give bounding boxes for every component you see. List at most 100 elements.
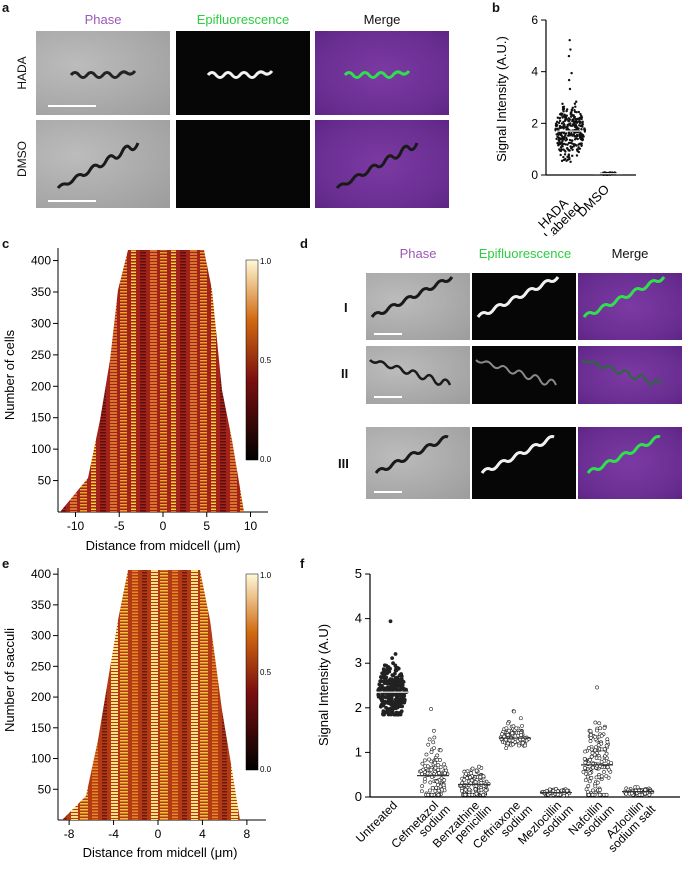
row-label-ii: II bbox=[341, 366, 349, 381]
data-point bbox=[568, 38, 571, 42]
x-tick-label: 4 bbox=[199, 827, 206, 841]
data-point bbox=[585, 774, 590, 779]
header-epi-a: Epifluorescence bbox=[196, 12, 290, 27]
data-point bbox=[523, 743, 528, 748]
data-point bbox=[577, 146, 580, 149]
scale-bar bbox=[374, 491, 402, 493]
data-point bbox=[392, 712, 396, 717]
data-point bbox=[569, 160, 572, 164]
image-i-phase bbox=[366, 273, 470, 340]
data-point bbox=[402, 697, 406, 702]
data-point bbox=[443, 765, 448, 770]
data-point bbox=[520, 723, 524, 728]
data-point bbox=[392, 671, 397, 676]
data-point bbox=[506, 741, 510, 746]
data-point bbox=[572, 133, 576, 136]
data-point bbox=[426, 792, 431, 797]
data-point bbox=[567, 78, 571, 82]
image-dmso-merge bbox=[315, 120, 449, 208]
x-tick-label: 0 bbox=[160, 519, 167, 533]
data-point bbox=[555, 120, 559, 124]
y-tick-label: 4 bbox=[531, 65, 538, 79]
data-point bbox=[421, 767, 426, 772]
data-point bbox=[442, 771, 447, 776]
data-point bbox=[379, 698, 384, 703]
data-point bbox=[604, 743, 609, 748]
data-point bbox=[575, 128, 578, 131]
y-axis-label: Number of sacculi bbox=[2, 628, 17, 732]
x-tick-label: 8 bbox=[244, 827, 251, 841]
data-point bbox=[388, 619, 393, 624]
data-point bbox=[431, 740, 436, 745]
data-point bbox=[609, 760, 613, 765]
data-point bbox=[555, 137, 558, 141]
image-dmso-epi bbox=[176, 120, 310, 208]
x-tick-label: 0 bbox=[155, 827, 162, 841]
data-point bbox=[557, 121, 561, 125]
data-point bbox=[420, 761, 425, 766]
data-point bbox=[436, 767, 441, 772]
data-point bbox=[430, 785, 435, 790]
y-tick-label: 5 bbox=[355, 566, 362, 581]
data-point bbox=[441, 783, 446, 788]
data-point bbox=[561, 138, 564, 141]
x-tick-label: DMSO bbox=[574, 182, 612, 220]
data-point bbox=[384, 686, 389, 691]
data-point bbox=[393, 676, 398, 681]
data-point bbox=[647, 792, 652, 797]
data-point bbox=[394, 667, 399, 672]
panel-label-d: d bbox=[300, 236, 308, 251]
data-point bbox=[567, 123, 571, 126]
data-point bbox=[574, 123, 577, 127]
y-axis-label: Signal Intensity (A.U.) bbox=[494, 36, 509, 162]
x-axis-label: Distance from midcell (μm) bbox=[86, 538, 241, 553]
data-point bbox=[594, 775, 599, 780]
data-point bbox=[438, 765, 443, 770]
data-point bbox=[567, 141, 571, 145]
data-point bbox=[579, 124, 582, 128]
y-tick-label: 4 bbox=[355, 611, 362, 626]
data-point bbox=[583, 749, 588, 754]
data-point bbox=[559, 153, 562, 157]
data-point bbox=[573, 102, 577, 105]
data-point bbox=[554, 128, 557, 131]
data-point bbox=[564, 132, 568, 135]
data-point bbox=[400, 680, 405, 685]
y-tick-label: 200 bbox=[31, 690, 51, 704]
y-tick-label: 50 bbox=[38, 474, 52, 488]
data-point bbox=[470, 766, 475, 771]
data-point bbox=[442, 762, 446, 767]
data-point bbox=[591, 788, 595, 793]
data-point bbox=[583, 127, 586, 130]
data-point bbox=[582, 766, 587, 770]
data-point bbox=[588, 729, 593, 733]
data-point bbox=[564, 115, 568, 119]
data-point bbox=[599, 733, 604, 738]
colorbar-label-min: 0.0 bbox=[260, 765, 272, 774]
data-point bbox=[589, 776, 594, 780]
y-tick-label: 150 bbox=[31, 411, 51, 425]
data-point bbox=[571, 154, 574, 158]
y-axis-label: Signal Intensity (A.U) bbox=[316, 624, 331, 746]
data-point bbox=[558, 132, 562, 135]
x-tick-label: -4 bbox=[108, 827, 119, 841]
data-point bbox=[519, 733, 523, 737]
data-point bbox=[570, 71, 573, 75]
data-point bbox=[442, 778, 447, 783]
y-tick-label: 50 bbox=[38, 782, 52, 796]
data-point bbox=[561, 116, 564, 119]
data-point bbox=[562, 158, 566, 162]
data-point bbox=[561, 102, 564, 106]
data-point bbox=[391, 701, 395, 705]
data-point bbox=[436, 792, 441, 797]
row-label-i: I bbox=[344, 300, 348, 315]
data-point bbox=[594, 745, 598, 750]
data-point bbox=[517, 743, 521, 748]
data-point bbox=[563, 153, 567, 156]
x-tick-label: 10 bbox=[244, 519, 258, 533]
data-point bbox=[481, 792, 486, 797]
data-point bbox=[398, 673, 402, 678]
data-point bbox=[390, 656, 395, 661]
x-tick-label: -10 bbox=[67, 519, 85, 533]
data-point bbox=[463, 792, 468, 797]
